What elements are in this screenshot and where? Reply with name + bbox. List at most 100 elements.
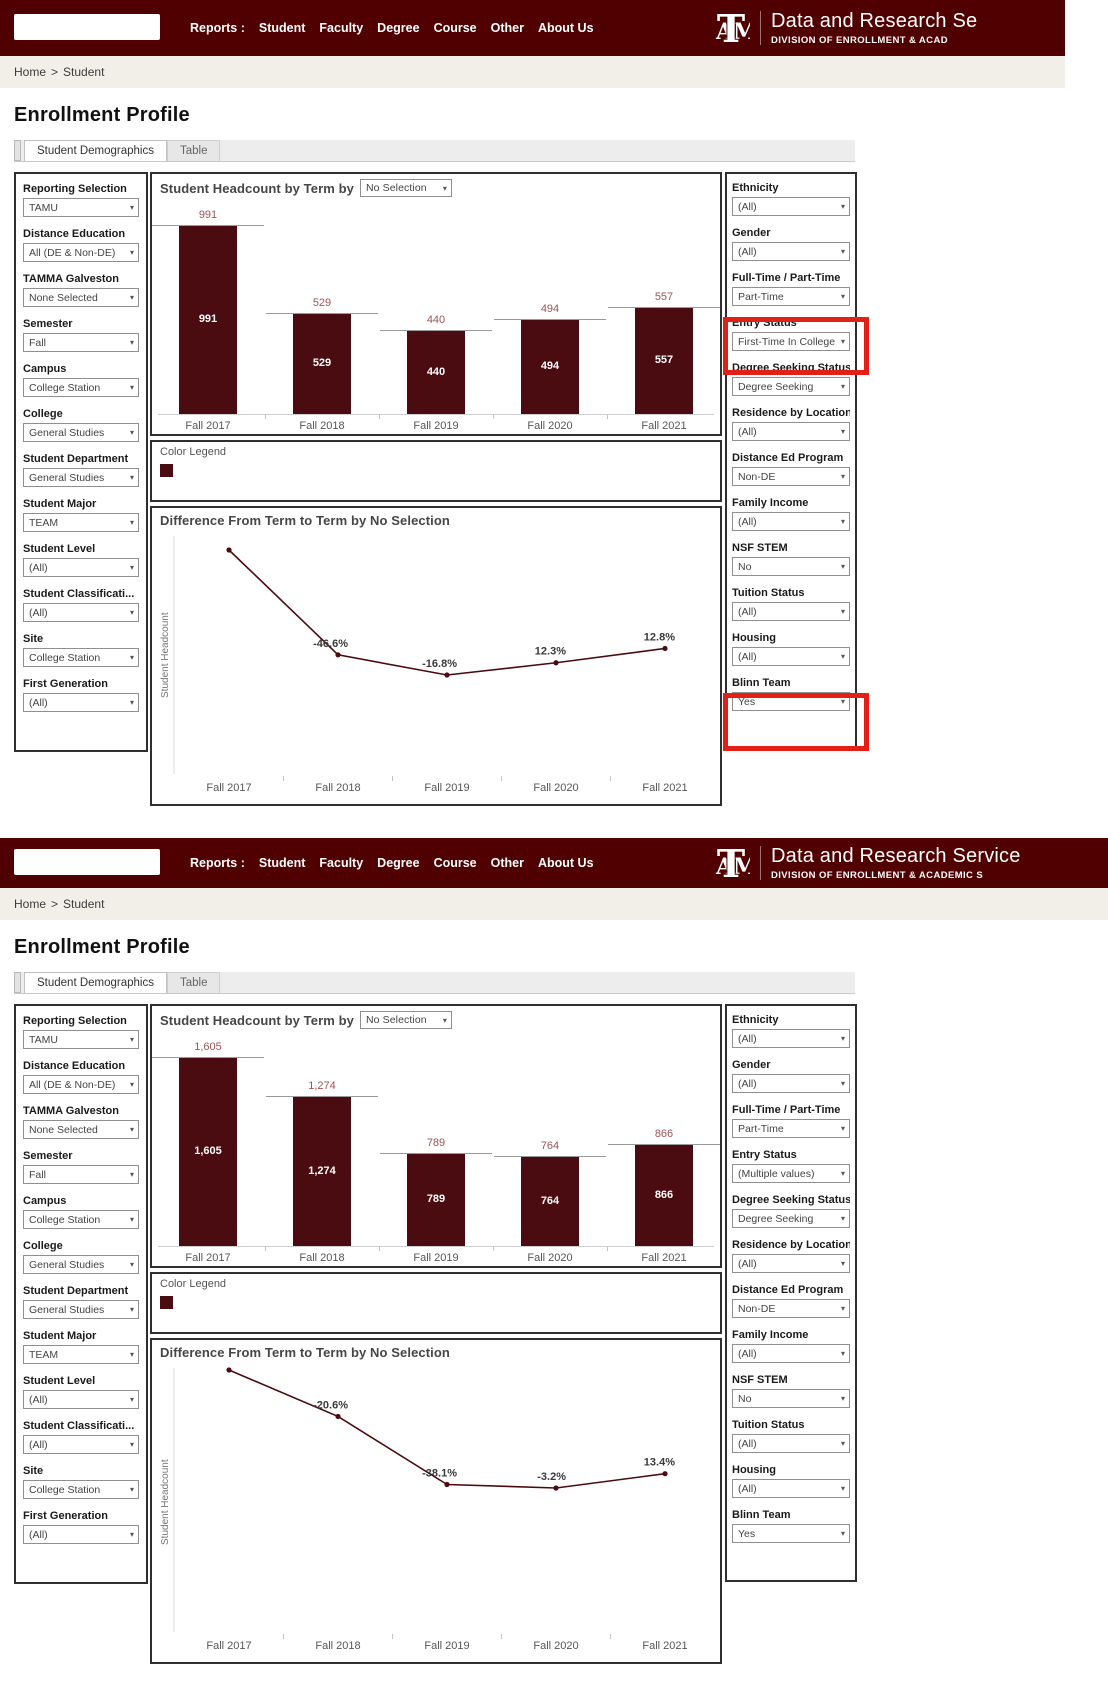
search-input[interactable] — [14, 14, 160, 40]
filter-dropdown[interactable]: Fall ▾ — [23, 1165, 139, 1184]
bar[interactable] — [293, 314, 351, 414]
filter-dropdown[interactable]: (All) ▾ — [732, 1254, 850, 1273]
tab[interactable]: Student Demographics — [24, 972, 167, 993]
filter-dropdown[interactable]: All (DE & Non-DE) ▾ — [23, 1075, 139, 1094]
filter-dropdown[interactable]: Non-DE ▾ — [732, 1299, 850, 1318]
filter-dropdown[interactable]: College Station ▾ — [23, 1480, 139, 1499]
filter-dropdown[interactable]: (All) ▾ — [23, 603, 139, 622]
breadcrumb-home[interactable]: Home — [14, 65, 47, 79]
filter-dropdown[interactable]: (All) ▾ — [732, 512, 850, 531]
filter-dropdown[interactable]: Degree Seeking ▾ — [732, 1209, 850, 1228]
filter-dropdown[interactable]: (All) ▾ — [732, 647, 850, 666]
nav-link[interactable]: About Us — [537, 21, 594, 35]
filter-dropdown[interactable]: (All) ▾ — [732, 1074, 850, 1093]
filter-dropdown[interactable]: Fall ▾ — [23, 333, 139, 352]
legend-swatch[interactable] — [160, 1296, 173, 1309]
search-input[interactable] — [14, 849, 160, 875]
filter-dropdown[interactable]: General Studies ▾ — [23, 1300, 139, 1319]
data-point[interactable] — [662, 645, 668, 652]
filter-dropdown[interactable]: (All) ▾ — [732, 197, 850, 216]
filter-dropdown[interactable]: (All) ▾ — [23, 1435, 139, 1454]
filter-dropdown[interactable]: None Selected ▾ — [23, 1120, 139, 1139]
nav-link[interactable]: Course — [433, 856, 477, 870]
filter-dropdown[interactable]: College Station ▾ — [23, 648, 139, 667]
filter-dropdown[interactable]: (All) ▾ — [732, 602, 850, 621]
nav-link[interactable]: Student — [258, 21, 306, 35]
data-point[interactable] — [553, 1485, 559, 1491]
filter-dropdown[interactable]: TAMU ▾ — [23, 198, 139, 217]
nav-link[interactable]: About Us — [537, 856, 594, 870]
data-point[interactable] — [226, 547, 232, 553]
filter-dropdown[interactable]: (All) ▾ — [23, 1390, 139, 1409]
filter-dropdown[interactable]: (All) ▾ — [732, 1344, 850, 1363]
data-point[interactable] — [662, 1471, 668, 1477]
filter-dropdown[interactable]: (All) ▾ — [732, 422, 850, 441]
bar[interactable] — [293, 1097, 351, 1246]
chart-measure-dropdown[interactable]: No Selection ▾ — [359, 1011, 452, 1029]
filter-dropdown[interactable]: No ▾ — [732, 1389, 850, 1408]
filter-dropdown[interactable]: None Selected ▾ — [23, 288, 139, 307]
data-point[interactable] — [335, 1413, 341, 1420]
tamu-logo-icon[interactable]: A M T — [712, 840, 757, 887]
tab[interactable]: Table — [166, 140, 221, 161]
filter-dropdown[interactable]: (All) ▾ — [23, 693, 139, 712]
data-point[interactable] — [444, 672, 450, 678]
filter-dropdown[interactable]: (All) ▾ — [732, 1434, 850, 1453]
tab[interactable]: Student Demographics — [24, 140, 167, 161]
bar[interactable] — [521, 1157, 579, 1246]
bar[interactable] — [179, 226, 237, 414]
filter-dropdown[interactable]: All (DE & Non-DE) ▾ — [23, 243, 139, 262]
filter-dropdown[interactable]: TAMU ▾ — [23, 1030, 139, 1049]
legend-swatch[interactable] — [160, 464, 173, 477]
filter-dropdown[interactable]: Degree Seeking ▾ — [732, 377, 850, 396]
bar[interactable] — [521, 320, 579, 414]
tamu-logo-icon[interactable]: A M T — [712, 5, 757, 52]
bar[interactable] — [179, 1058, 237, 1246]
filter-dropdown[interactable]: Part-Time ▾ — [732, 1119, 850, 1138]
filter-dropdown[interactable]: College Station ▾ — [23, 1210, 139, 1229]
data-point[interactable] — [553, 660, 559, 666]
bar[interactable] — [407, 1154, 465, 1246]
filter-dropdown[interactable]: Yes ▾ — [732, 1524, 850, 1543]
nav-reports-label[interactable]: Reports : — [190, 856, 245, 870]
chart-measure-dropdown[interactable]: No Selection ▾ — [359, 179, 452, 197]
filter-dropdown[interactable]: TEAM ▾ — [23, 1345, 139, 1364]
filter-dropdown[interactable]: General Studies ▾ — [23, 1255, 139, 1274]
filter-dropdown[interactable]: General Studies ▾ — [23, 468, 139, 487]
bar[interactable] — [407, 331, 465, 414]
nav-link[interactable]: Student — [258, 856, 306, 870]
nav-link[interactable]: Faculty — [319, 21, 364, 35]
nav-reports-label[interactable]: Reports : — [190, 21, 245, 35]
nav-link[interactable]: Faculty — [319, 856, 364, 870]
tab[interactable]: Table — [166, 972, 221, 993]
bar[interactable] — [635, 1145, 693, 1246]
breadcrumb-current[interactable]: Student — [63, 897, 105, 911]
breadcrumb-home[interactable]: Home — [14, 897, 47, 911]
nav-link[interactable]: Degree — [377, 21, 420, 35]
nav-link[interactable]: Other — [490, 856, 524, 870]
filter-dropdown[interactable]: (All) ▾ — [23, 1525, 139, 1544]
nav-link[interactable]: Other — [490, 21, 524, 35]
filter-dropdown[interactable]: College Station ▾ — [23, 378, 139, 397]
breadcrumb-current[interactable]: Student — [63, 65, 105, 79]
bar[interactable] — [635, 308, 693, 414]
filter-dropdown[interactable]: (All) ▾ — [732, 1029, 850, 1048]
filter-dropdown[interactable]: General Studies ▾ — [23, 423, 139, 442]
filter-dropdown[interactable]: (All) ▾ — [732, 242, 850, 261]
filter-dropdown[interactable]: Non-DE ▾ — [732, 467, 850, 486]
nav-link[interactable]: Course — [433, 21, 477, 35]
filter-dropdown[interactable]: (All) ▾ — [23, 558, 139, 577]
filter-dropdown[interactable]: (All) ▾ — [732, 1479, 850, 1498]
filter-dropdown[interactable]: TEAM ▾ — [23, 513, 139, 532]
nav-link[interactable]: Degree — [377, 856, 420, 870]
data-point[interactable] — [335, 652, 341, 658]
filter-dropdown[interactable]: First-Time In College ▾ — [732, 332, 850, 351]
data-point[interactable] — [226, 1367, 232, 1373]
tab-scroll-handle[interactable] — [14, 972, 21, 993]
axis-tick — [265, 414, 266, 419]
tab-scroll-handle[interactable] — [14, 140, 21, 161]
filter-dropdown[interactable]: Part-Time ▾ — [732, 287, 850, 306]
data-point[interactable] — [444, 1481, 450, 1488]
filter-dropdown[interactable]: (Multiple values) ▾ — [732, 1164, 850, 1183]
filter-dropdown[interactable]: No ▾ — [732, 557, 850, 576]
